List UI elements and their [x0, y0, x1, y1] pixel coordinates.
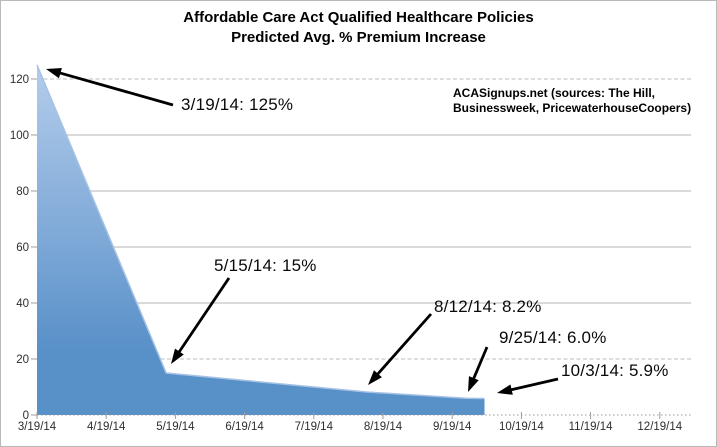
source-line2: Businessweek, PricewaterhouseCoopers) — [453, 100, 692, 115]
chart-title: Affordable Care Act Qualified Healthcare… — [1, 8, 716, 48]
annotation-label: 10/3/14: 5.9% — [561, 361, 669, 380]
annotation-arrow-shaft — [375, 313, 433, 377]
y-axis-label: 60 — [16, 242, 29, 254]
annotation-label: 3/19/14: 125% — [181, 95, 294, 114]
x-axis-label: 3/19/14 — [18, 421, 57, 433]
x-axis-label: 9/19/14 — [433, 421, 472, 433]
x-axis-label: 4/19/14 — [87, 421, 126, 433]
area-top-edge — [36, 64, 485, 400]
annotation-label: 8/12/14: 8.2% — [434, 297, 542, 316]
annotation-arrowhead — [497, 384, 513, 395]
area-series — [37, 65, 485, 415]
x-axis-label: 10/19/14 — [499, 421, 544, 433]
annotation-arrowhead — [171, 348, 184, 364]
annotation-arrowhead — [368, 370, 382, 385]
y-axis-label: 20 — [16, 354, 29, 366]
annotation-label: 5/15/14: 15% — [214, 256, 317, 275]
annotation-arrowhead — [46, 67, 62, 79]
x-axis-label: 8/19/14 — [364, 421, 403, 433]
x-axis-label: 5/19/14 — [156, 421, 195, 433]
y-axis-label: 40 — [16, 298, 29, 310]
y-axis-label: 80 — [16, 186, 29, 198]
x-axis-label: 6/19/14 — [225, 421, 264, 433]
x-axis-label: 11/19/14 — [569, 421, 614, 433]
annotation-arrowhead — [468, 376, 479, 392]
annotation-arrow-shaft — [58, 71, 174, 107]
y-axis-label: 120 — [10, 74, 29, 86]
y-axis-label: 0 — [23, 410, 29, 422]
source-line1: ACASignups.net (sources: The Hill, — [453, 86, 656, 100]
annotation-arrow-shaft — [177, 277, 231, 355]
y-axis-label: 100 — [10, 130, 29, 142]
x-axis-label: 12/19/14 — [637, 421, 682, 433]
annotation-arrow-shaft — [471, 346, 489, 381]
x-axis-label: 7/19/14 — [295, 421, 334, 433]
source-attribution: ACASignups.net (sources: The Hill, Busin… — [453, 86, 691, 115]
chart-title-line1: Affordable Care Act Qualified Healthcare… — [183, 9, 534, 26]
chart-title-line2: Predicted Avg. % Premium Increase — [231, 29, 486, 46]
annotation-arrow-shaft — [509, 377, 559, 392]
annotation-label: 9/25/14: 6.0% — [499, 328, 607, 347]
